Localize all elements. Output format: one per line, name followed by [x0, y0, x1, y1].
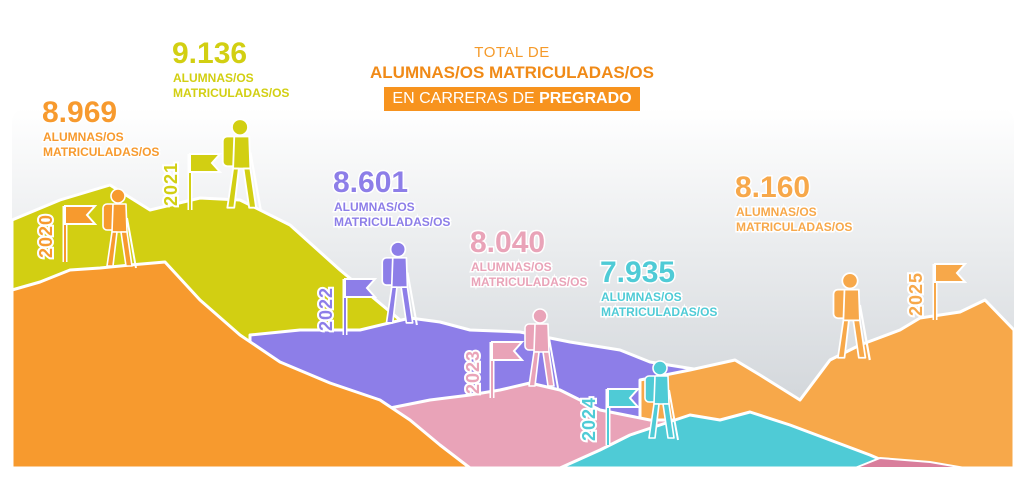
chart-title: TOTAL DE ALUMNAS/OS MATRICULADAS/OS EN C…	[0, 44, 1024, 111]
year-label-2024: 2024	[579, 397, 599, 441]
title-line-2: ALUMNAS/OS MATRICULADAS/OS	[370, 63, 654, 82]
year-label-2021: 2021	[161, 162, 181, 206]
labels-layer: 8.969ALUMNAS/OSMATRICULADAS/OS9.136ALUMN…	[41, 36, 854, 321]
value-label-2020: 8.969	[42, 96, 117, 129]
mountain-foreground-pink	[854, 456, 966, 469]
climber-pole	[668, 389, 679, 441]
sublabel-line1-2023: ALUMNAS/OS	[471, 260, 552, 274]
climber-pole	[249, 152, 262, 211]
climber-pole	[548, 337, 559, 389]
climber-head	[110, 188, 126, 204]
flag-cloth	[64, 205, 98, 225]
flag-cloth	[607, 388, 641, 408]
climber-pole	[858, 304, 871, 361]
climber-2023	[524, 308, 559, 389]
flag-2021: 2021	[159, 153, 223, 210]
climber-leg-left	[648, 403, 660, 439]
climber-leg-right	[242, 167, 258, 209]
climber-leg-left	[837, 319, 850, 359]
flag-2020: 2020	[34, 205, 98, 262]
flag-cloth	[189, 153, 223, 173]
flag-cloth	[491, 341, 525, 361]
title-line-3-prefix: EN CARRERAS DE	[392, 90, 540, 107]
climber-leg-left	[385, 286, 398, 324]
climber-head	[532, 308, 548, 324]
year-label-2022: 2022	[316, 287, 336, 331]
climber-leg-right	[852, 319, 867, 359]
climbers-layer	[102, 118, 871, 441]
value-label-2024: 7.935	[600, 256, 675, 289]
flag-2023: 2023	[461, 341, 525, 398]
climber-torso	[653, 375, 670, 405]
value-label-2023: 8.040	[470, 226, 545, 259]
sublabel-line1-2024: ALUMNAS/OS	[601, 290, 682, 304]
year-label-2025: 2025	[906, 272, 926, 316]
flag-cloth	[934, 263, 968, 283]
mountain-2020	[10, 260, 472, 470]
sublabel-line2-2021: MATRICULADAS/OS	[173, 86, 289, 100]
climber-torso	[533, 323, 550, 353]
sublabel-line1-2025: ALUMNAS/OS	[736, 205, 817, 219]
title-line-3-bold: PREGRADO	[539, 90, 632, 107]
climber-leg-right	[120, 231, 133, 267]
year-label-2020: 2020	[36, 214, 56, 258]
climber-2025	[832, 272, 871, 361]
flags-layer: 2020 2021 2022 2023 2024 2025	[34, 153, 968, 445]
climber-torso	[111, 203, 128, 233]
climber-torso	[390, 256, 409, 289]
climber-leg-left	[106, 231, 118, 267]
sublabel-line2-2024: MATRICULADAS/OS	[601, 305, 717, 319]
climber-leg-right	[400, 286, 414, 324]
sublabel-line1-2022: ALUMNAS/OS	[334, 200, 415, 214]
value-label-2022: 8.601	[333, 166, 408, 199]
sublabel-line2-2020: MATRICULADAS/OS	[43, 145, 159, 159]
climber-head	[841, 272, 859, 290]
sublabel-line1-2020: ALUMNAS/OS	[43, 130, 124, 144]
climber-leg-left	[528, 351, 540, 387]
climber-pole	[406, 272, 418, 326]
mountain-2024	[558, 410, 902, 470]
sublabel-line2-2022: MATRICULADAS/OS	[334, 215, 450, 229]
climber-2021	[221, 118, 262, 211]
climber-torso	[842, 288, 861, 322]
year-label-2023: 2023	[463, 350, 483, 394]
climber-head	[652, 360, 668, 376]
flag-cloth	[344, 278, 378, 298]
climber-2022	[381, 241, 418, 326]
climber-head	[389, 241, 407, 258]
value-label-2025: 8.160	[735, 171, 810, 204]
climber-leg-left	[226, 167, 240, 209]
flag-2022: 2022	[314, 278, 378, 335]
climber-2020	[102, 188, 137, 269]
climber-leg-right	[542, 351, 555, 387]
climber-2024	[644, 360, 679, 441]
sublabel-line2-2023: MATRICULADAS/OS	[471, 275, 587, 289]
sublabel-line1-2021: ALUMNAS/OS	[173, 71, 254, 85]
climber-leg-right	[662, 403, 675, 439]
climber-pole	[126, 217, 137, 269]
flag-2024: 2024	[577, 388, 641, 445]
flag-2025: 2025	[904, 263, 968, 320]
climber-head	[231, 118, 249, 137]
sublabel-line2-2025: MATRICULADAS/OS	[736, 220, 852, 234]
title-line-3: EN CARRERAS DE PREGRADO	[384, 87, 640, 111]
value-label-2021: 9.136	[172, 37, 247, 70]
title-line-1: TOTAL DE	[474, 44, 550, 61]
climber-torso	[232, 135, 252, 170]
